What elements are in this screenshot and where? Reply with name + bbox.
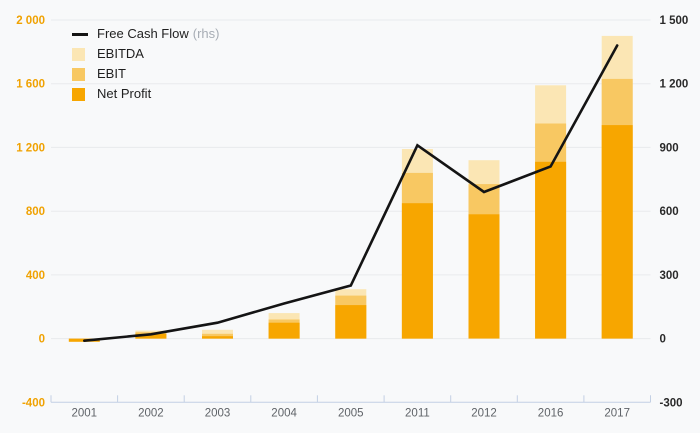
- bar-segment-net-profit: [535, 161, 567, 339]
- legend-item-free-cash-flow: Free Cash Flow (rhs): [72, 27, 219, 41]
- x-axis-category-label: 2005: [338, 407, 364, 419]
- left-axis-tick-label: 0: [39, 334, 45, 346]
- legend-label: Free Cash Flow: [97, 26, 189, 41]
- chart-legend: Free Cash Flow (rhs) EBITDA EBIT Net Pro…: [72, 27, 219, 101]
- x-axis-category-label: 2002: [138, 407, 164, 419]
- x-axis-category-label: 2016: [538, 407, 564, 419]
- bar-segment-net-profit: [268, 322, 300, 339]
- left-axis-tick-label: 1 200: [16, 142, 45, 154]
- legend-item-ebit: EBIT: [72, 67, 219, 81]
- right-axis-tick-label: 900: [660, 142, 679, 154]
- bar-segment-ebit: [202, 333, 233, 339]
- free-cash-flow-line: [83, 44, 619, 343]
- legend-item-net-profit: Net Profit: [72, 87, 219, 101]
- ebit-swatch-icon: [72, 67, 85, 81]
- line-sample-icon: [72, 32, 88, 36]
- right-axis-tick-label: 300: [660, 270, 679, 282]
- right-axis-tick-label: 1 200: [660, 79, 689, 91]
- bar-segment-net-profit: [601, 125, 633, 339]
- bar-segment-net-profit: [401, 203, 433, 339]
- x-axis-category-label: 2017: [604, 407, 630, 419]
- x-axis-category-label: 2012: [471, 407, 497, 419]
- bar-segment-net-profit: [135, 333, 167, 339]
- legend-label: EBIT: [97, 66, 126, 81]
- x-axis-category-label: 2003: [205, 407, 231, 419]
- left-axis-tick-label: 2 000: [16, 15, 45, 27]
- left-axis-tick-label: -400: [22, 397, 45, 409]
- right-axis-tick-label: 0: [660, 334, 666, 346]
- left-axis-tick-label: 400: [26, 270, 45, 282]
- x-axis-category-label: 2011: [405, 407, 430, 419]
- net-profit-swatch-icon: [72, 87, 85, 101]
- bar-segment-net-profit: [468, 214, 500, 339]
- legend-label: Net Profit: [97, 86, 152, 101]
- bar-segment-net-profit: [202, 336, 233, 339]
- left-axis-tick-label: 800: [26, 206, 45, 218]
- right-axis-tick-label: 600: [660, 206, 679, 218]
- ebitda-swatch-icon: [72, 47, 85, 61]
- right-axis-tick-label: 1 500: [660, 15, 689, 27]
- legend-item-ebitda: EBITDA: [72, 47, 219, 61]
- x-axis-category-label: 2001: [72, 407, 98, 419]
- bar-segment-net-profit: [335, 305, 367, 339]
- legend-label: EBITDA: [97, 46, 144, 61]
- right-axis-tick-label: -300: [660, 397, 683, 409]
- left-axis-tick-label: 1 600: [16, 79, 45, 91]
- x-axis-category-label: 2004: [271, 407, 297, 419]
- legend-axis-hint: (rhs): [192, 26, 220, 41]
